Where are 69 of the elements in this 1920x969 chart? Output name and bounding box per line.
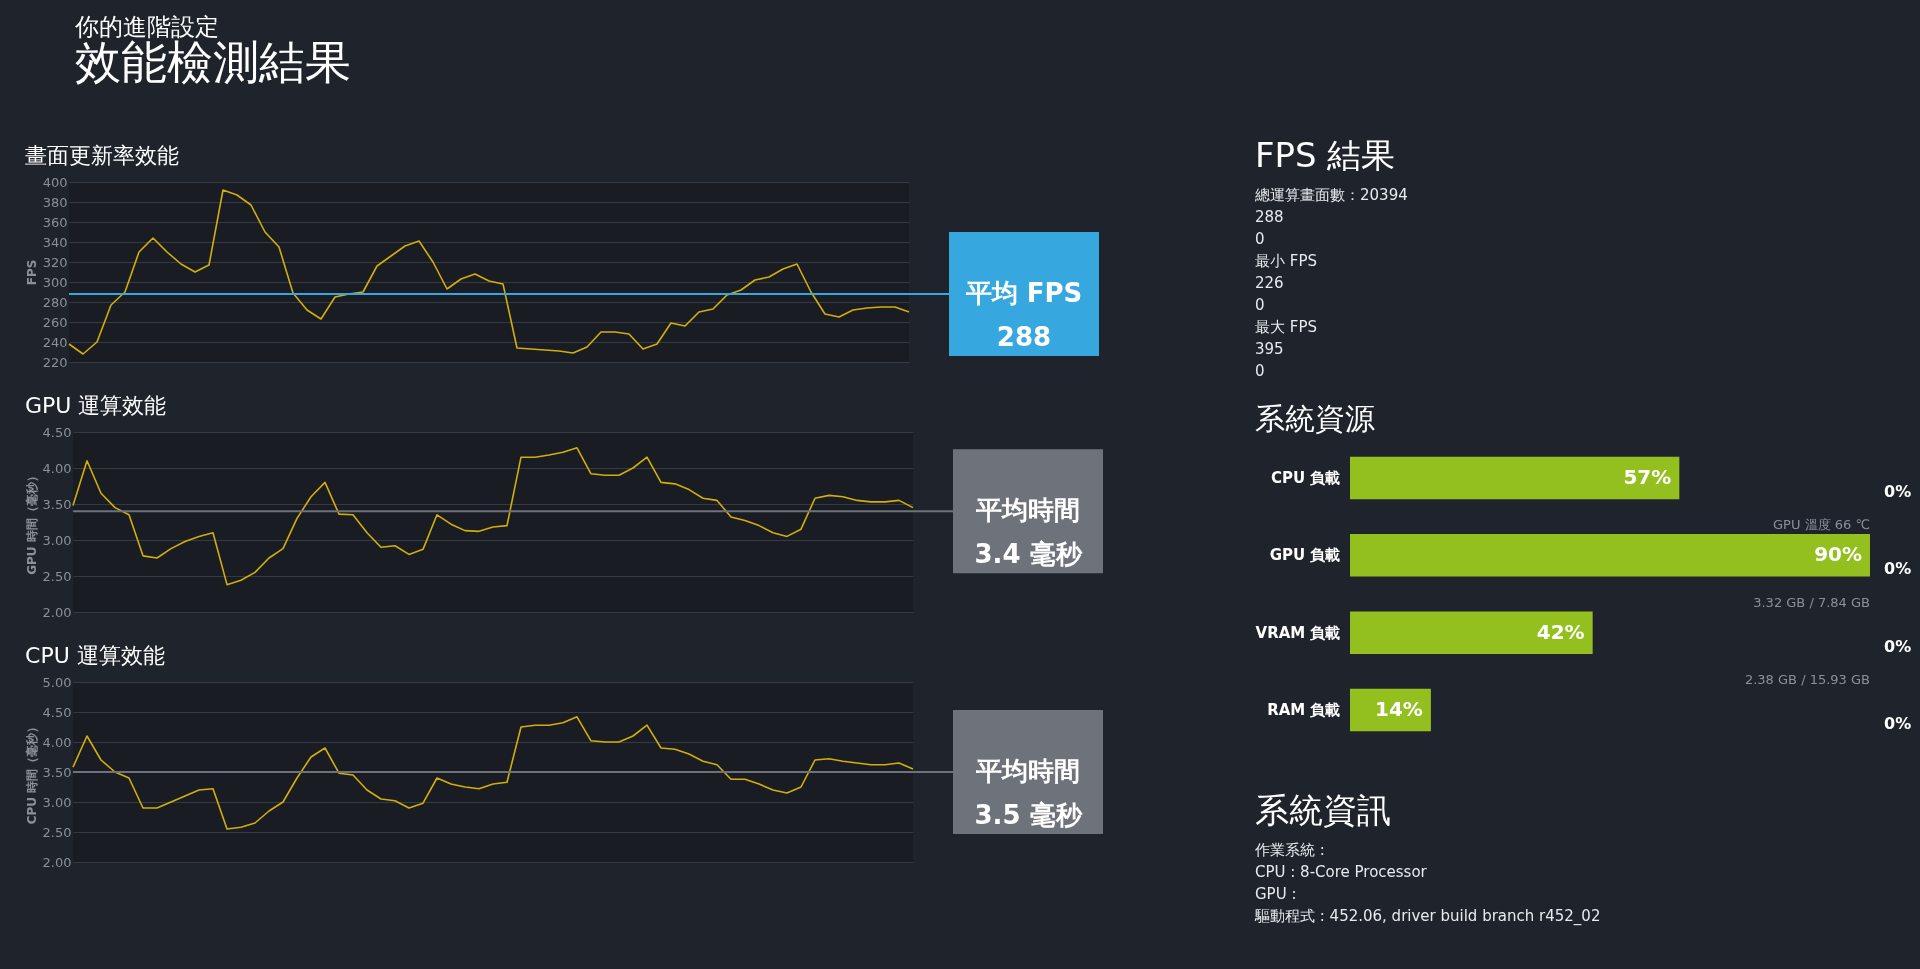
y-tick-label: 400	[42, 174, 68, 190]
y-tick-label: 220	[42, 354, 68, 370]
text: 395	[1255, 340, 1284, 358]
annotation: 3.32 GB / 7.84 GB	[1753, 594, 1870, 610]
line-series	[72, 716, 914, 830]
y-tick-label: 360	[42, 214, 68, 230]
y-tick-label: 2.00	[42, 604, 72, 620]
data-label: 42%	[1536, 619, 1585, 644]
y-axis-title: FPS	[24, 259, 39, 286]
y-tick-label: VRAM 負載	[1255, 623, 1341, 642]
text: GPU :	[1255, 885, 1297, 903]
text: 最小 FPS	[1255, 252, 1317, 270]
y-tick-label: 380	[42, 194, 68, 210]
text: 0%	[1884, 559, 1912, 579]
ref-line-label: 平均時間 3.4 毫秒	[974, 495, 1083, 570]
text: CPU : 8-Core Processor	[1255, 863, 1428, 881]
annotation: 2.38 GB / 15.93 GB	[1744, 672, 1870, 687]
y-tick-label: 300	[42, 274, 68, 290]
text: 最大 FPS	[1255, 318, 1317, 336]
text: 0%	[1884, 714, 1912, 733]
y-tick-label: GPU 負載	[1269, 546, 1341, 565]
chart-title: CPU 運算效能	[25, 643, 165, 668]
text: 0	[1255, 362, 1265, 380]
chart-title: 畫面更新率效能	[25, 143, 180, 168]
text: 288	[1255, 208, 1284, 226]
chart-title: 系統資源	[1255, 401, 1376, 436]
y-tick-label: CPU 負載	[1271, 469, 1341, 487]
text: 驅動程式 : 452.06, driver build branch r452_02	[1254, 907, 1601, 926]
text: 0	[1255, 296, 1265, 314]
y-tick-label: 5.00	[42, 674, 72, 690]
bar	[1350, 611, 1593, 654]
text: 作業系統 :	[1254, 841, 1325, 859]
text: 0%	[1884, 482, 1912, 501]
y-tick-label: 3.00	[42, 532, 72, 548]
y-tick-label: 280	[42, 294, 68, 310]
data-label: 14%	[1375, 697, 1423, 721]
data-label: 57%	[1623, 465, 1672, 489]
y-tick-label: 4.00	[42, 734, 72, 750]
bar	[1350, 534, 1870, 577]
data-label: 90%	[1814, 542, 1862, 567]
y-tick-label: 320	[42, 254, 68, 270]
y-axis-title: CPU 時間（毫秒）	[24, 720, 39, 825]
y-tick-label: 3.50	[42, 764, 72, 780]
y-tick-label: 240	[42, 334, 68, 350]
text: 0%	[1884, 636, 1912, 656]
y-tick-label: 4.50	[42, 704, 72, 720]
text: 總運算畫面數：20394	[1254, 186, 1408, 204]
y-tick-label: 3.00	[42, 794, 72, 810]
line-series	[68, 189, 910, 355]
line-series	[72, 447, 914, 586]
y-tick-label: 2.50	[42, 824, 72, 840]
y-axis-title: GPU 時間（毫秒）	[24, 470, 39, 575]
y-tick-label: 2.00	[42, 854, 72, 870]
annotation: GPU 溫度 66 ℃	[1773, 517, 1870, 533]
y-tick-label: 4.00	[42, 460, 72, 476]
chart-title: GPU 運算效能	[25, 393, 167, 418]
y-tick-label: 260	[42, 314, 68, 330]
y-tick-label: RAM 負載	[1267, 701, 1341, 719]
text: 226	[1255, 274, 1284, 292]
y-tick-label: 340	[42, 234, 68, 250]
text: 系統資訊	[1255, 790, 1391, 830]
bar	[1350, 456, 1680, 500]
text: 0	[1255, 230, 1265, 248]
y-tick-label: 2.50	[42, 568, 72, 584]
text: FPS 結果	[1255, 135, 1396, 175]
y-tick-label: 3.50	[42, 496, 72, 512]
y-tick-label: 4.50	[42, 424, 72, 440]
ref-line-label: 平均 FPS 288	[964, 278, 1083, 352]
ref-line-label: 平均時間 3.5 毫秒	[974, 756, 1083, 830]
